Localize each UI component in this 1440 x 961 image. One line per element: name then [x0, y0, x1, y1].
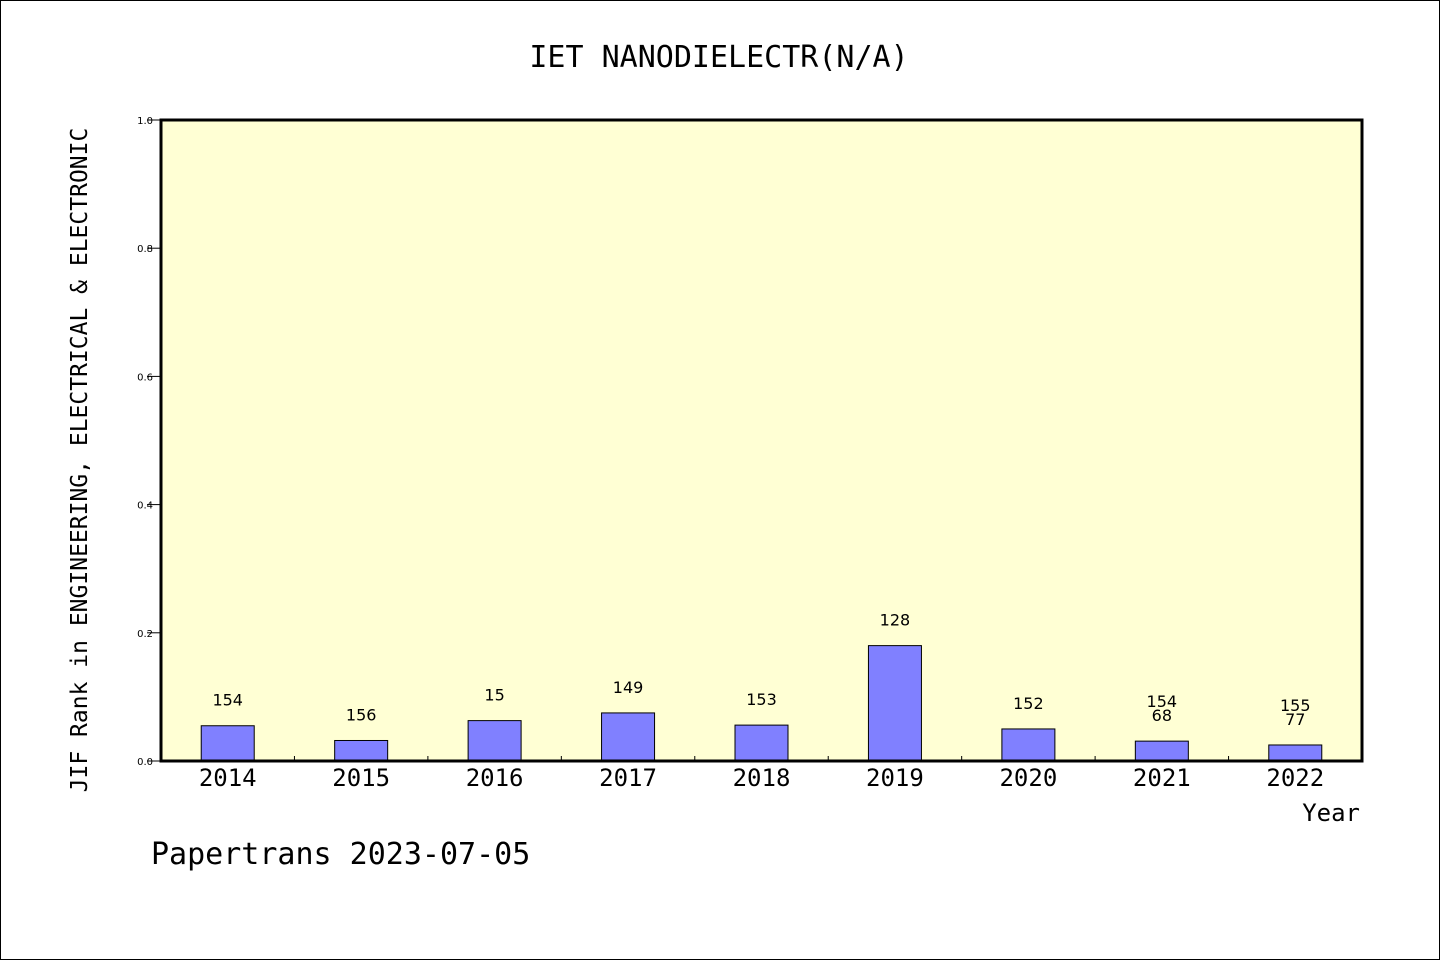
bar-value-label: 128 — [880, 611, 911, 630]
bar-value-label: 156 — [346, 705, 377, 724]
bar-2016 — [467, 720, 522, 762]
bar-value-label: 154 — [1147, 692, 1178, 711]
plot-frame — [159, 118, 1364, 763]
y-tick-label: 1.0 — [137, 116, 153, 127]
bar-value-label: 152 — [1013, 694, 1044, 713]
bar-value-label: 15 — [484, 686, 504, 705]
bar-2021 — [1134, 740, 1189, 762]
bar-value-label: 155 — [1280, 696, 1311, 715]
bar-2020 — [1001, 728, 1056, 762]
x-tick-label: 2016 — [466, 764, 524, 792]
bar-value-label: 153 — [746, 690, 777, 709]
bar-2019 — [867, 645, 922, 762]
chart-title: IET NANODIELECTR(N/A) — [529, 40, 908, 75]
bar-value-label: 149 — [613, 678, 644, 697]
y-tick-label: 0.4 — [137, 501, 153, 512]
bar-value-label: 154 — [212, 691, 243, 710]
y-tick-label: 0.8 — [137, 244, 153, 255]
y-tick-label: 0.0 — [137, 757, 153, 768]
x-tick-label: 2021 — [1133, 764, 1191, 792]
bar-2022 — [1268, 744, 1323, 762]
plot-area — [161, 120, 1362, 761]
x-tick-label: 2017 — [599, 764, 657, 792]
x-tick-label: 2018 — [733, 764, 791, 792]
bar-2014 — [200, 725, 255, 762]
footer-text: Papertrans 2023-07-05 — [151, 837, 530, 872]
x-axis-label: Year — [1302, 799, 1360, 827]
bar-value-label: 77 — [1285, 710, 1305, 729]
y-tick-label: 0.6 — [137, 372, 153, 383]
x-tick-label: 2014 — [199, 764, 257, 792]
bar-value-label: 68 — [1152, 706, 1172, 725]
x-tick-label: 2022 — [1266, 764, 1324, 792]
x-tick-label: 2015 — [332, 764, 390, 792]
bar-2015 — [334, 739, 389, 762]
y-tick-label: 0.2 — [137, 629, 153, 640]
bar-2017 — [601, 712, 656, 762]
bar-2018 — [734, 724, 789, 762]
y-axis-label: JIF Rank in ENGINEERING, ELECTRICAL & EL… — [67, 128, 93, 793]
x-tick-label: 2020 — [999, 764, 1057, 792]
x-tick-label: 2019 — [866, 764, 924, 792]
